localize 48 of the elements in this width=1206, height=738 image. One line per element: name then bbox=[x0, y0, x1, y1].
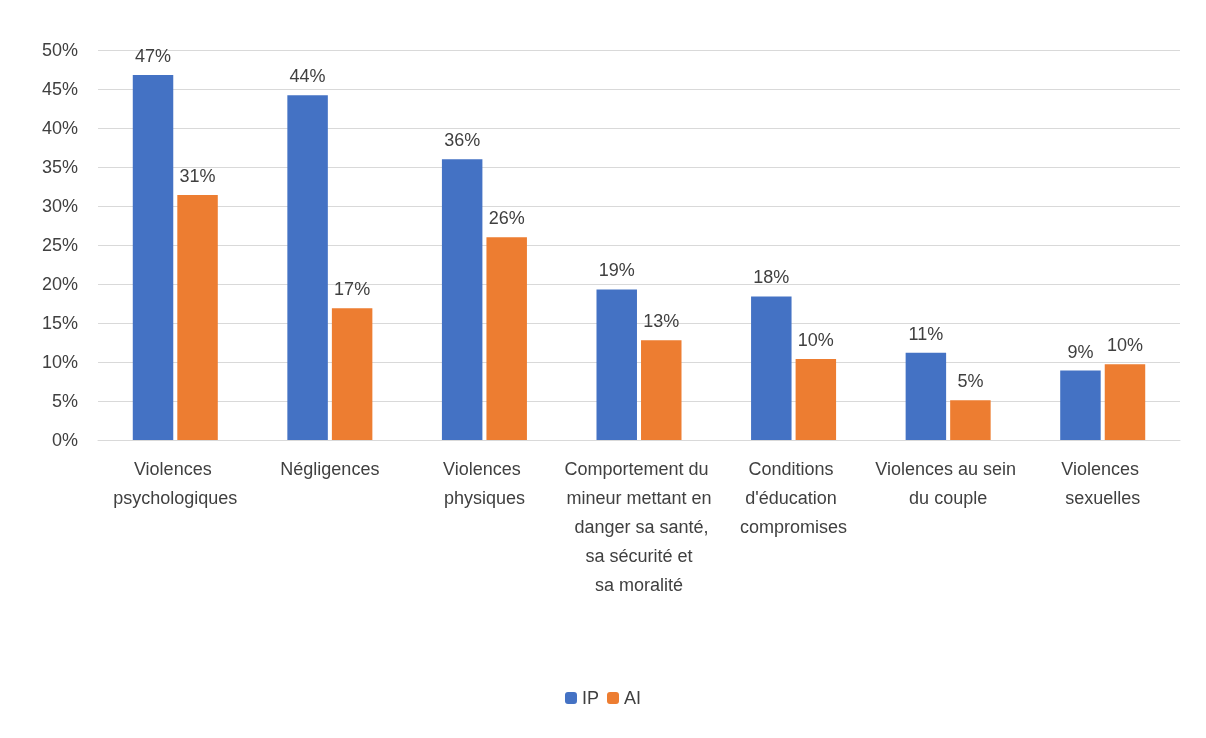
bar bbox=[1060, 370, 1101, 440]
data-label: 26% bbox=[488, 208, 525, 229]
bar bbox=[1104, 364, 1146, 440]
y-tick-label: 25% bbox=[41, 235, 78, 255]
x-tick-label: Comportement du mineur mettant en danger sa santé, sa sécurité et sa moralité bbox=[564, 458, 714, 595]
y-tick-label: 20% bbox=[41, 274, 78, 294]
bar bbox=[177, 195, 218, 440]
y-tick-label: 30% bbox=[41, 196, 78, 216]
bar bbox=[905, 352, 947, 440]
data-label: 17% bbox=[334, 279, 371, 300]
x-tick-label: Négligences bbox=[280, 458, 380, 479]
data-label: 5% bbox=[957, 371, 984, 392]
bar bbox=[950, 400, 991, 440]
y-tick-label: 5% bbox=[51, 391, 78, 411]
y-tick-label: 10% bbox=[41, 352, 78, 372]
data-label: 31% bbox=[179, 166, 216, 187]
data-label: 10% bbox=[797, 329, 834, 350]
data-label: 36% bbox=[444, 130, 481, 151]
y-tick-label: 0% bbox=[51, 430, 78, 450]
bar bbox=[331, 308, 373, 440]
x-tick-label: Conditions d'éducation compromises bbox=[740, 458, 848, 537]
y-tick-label: 45% bbox=[41, 79, 78, 99]
bar bbox=[751, 296, 792, 440]
bar bbox=[132, 74, 174, 440]
x-tick-label: Violences sexuelles bbox=[1061, 458, 1145, 508]
data-label: 18% bbox=[753, 267, 790, 288]
x-tick-label: Violences au sein du couple bbox=[875, 458, 1022, 508]
data-label: 11% bbox=[908, 323, 944, 344]
bar bbox=[596, 289, 637, 440]
bar bbox=[641, 340, 682, 440]
legend-label: AI bbox=[624, 688, 642, 708]
x-tick-label: Violences psychologiques bbox=[113, 458, 238, 508]
data-label: 9% bbox=[1067, 341, 1094, 362]
x-tick-label: Violences physiques bbox=[443, 458, 526, 508]
bar bbox=[486, 237, 527, 440]
y-tick-label: 40% bbox=[41, 118, 78, 138]
bar bbox=[795, 358, 837, 440]
data-label: 13% bbox=[643, 311, 680, 332]
y-tick-label: 35% bbox=[41, 157, 78, 177]
bar bbox=[441, 159, 483, 440]
data-label: 10% bbox=[1106, 335, 1143, 356]
y-tick-label: 15% bbox=[41, 313, 78, 333]
data-label: 47% bbox=[135, 45, 172, 66]
y-tick-label: 50% bbox=[41, 40, 78, 60]
bar bbox=[287, 95, 328, 440]
data-label: 19% bbox=[598, 260, 635, 281]
data-label: 44% bbox=[289, 66, 326, 87]
legend-label: IP bbox=[581, 688, 600, 708]
